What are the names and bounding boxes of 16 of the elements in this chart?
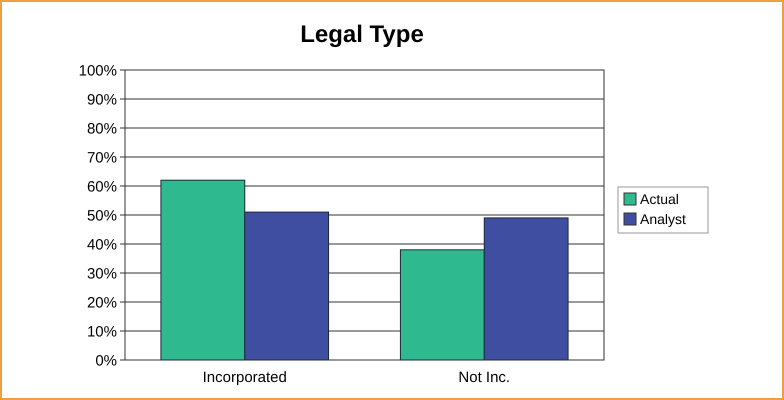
x-tick-label: Not Inc. <box>458 369 510 386</box>
y-tick-label: 20% <box>86 294 117 312</box>
y-tick-label: 30% <box>86 265 117 282</box>
y-tick-label: 70% <box>86 149 117 166</box>
y-tick-label: 50% <box>86 207 117 224</box>
y-tick-label: 10% <box>86 323 117 340</box>
legend-label: Actual <box>640 190 679 207</box>
y-tick-label: 60% <box>86 178 117 196</box>
y-tick-label: 40% <box>86 236 117 254</box>
y-tick-label: 80% <box>86 120 117 138</box>
chart-title: Legal Type <box>300 21 424 48</box>
x-tick-label: Incorporated <box>202 369 287 386</box>
y-tick-label: 0% <box>95 352 117 370</box>
legend-label: Analyst <box>640 210 686 227</box>
y-tick-label: 90% <box>86 91 117 108</box>
y-tick-label: 100% <box>78 62 117 80</box>
